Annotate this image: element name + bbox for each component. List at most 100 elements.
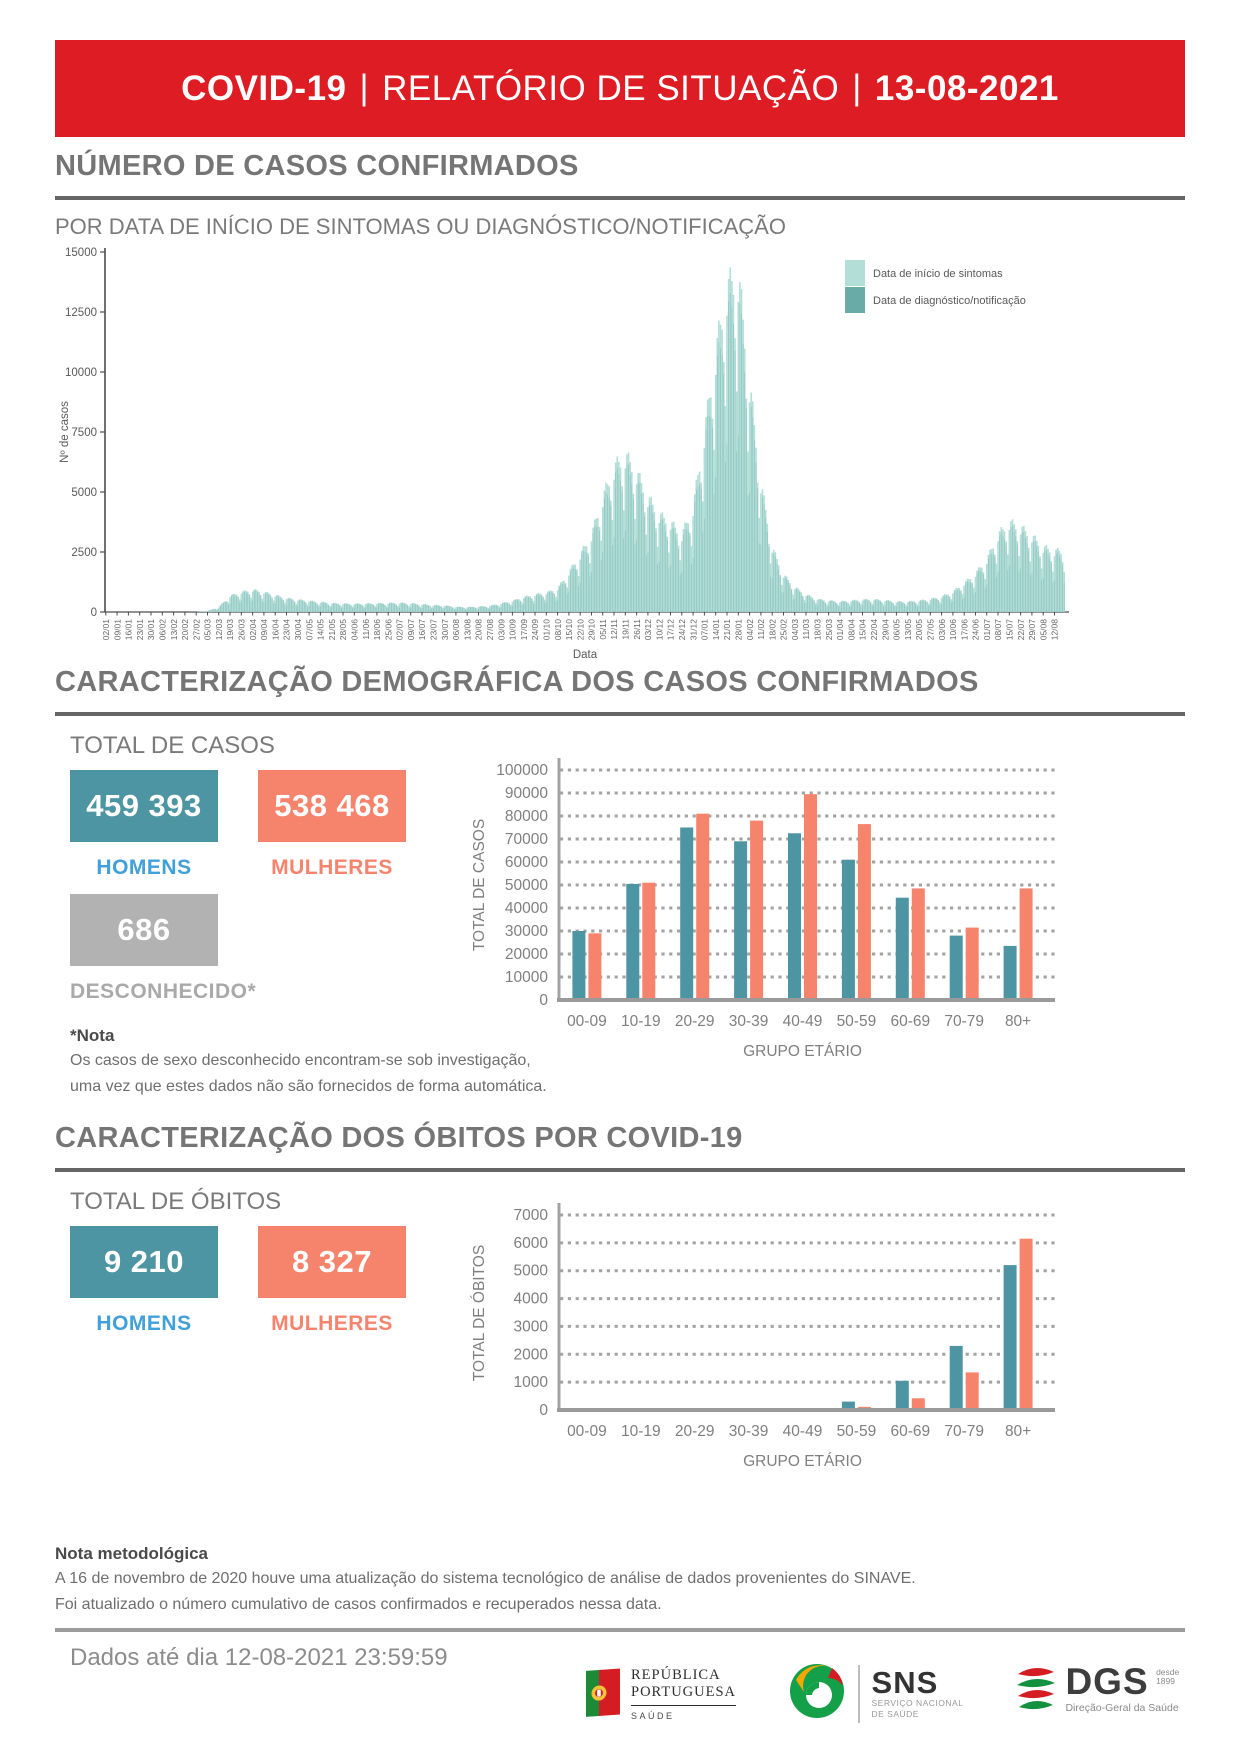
svg-text:22/04: 22/04 (869, 619, 879, 641)
svg-text:28/01: 28/01 (734, 619, 744, 641)
svg-text:00-09: 00-09 (567, 1423, 607, 1440)
svg-text:10-19: 10-19 (621, 1013, 661, 1030)
svg-text:6000: 6000 (514, 1235, 549, 1252)
sex-unknown-note-line-2: uma vez que estes dados não são fornecid… (70, 1078, 547, 1095)
section-title-deaths: CARACTERIZAÇÃO DOS ÓBITOS POR COVID-19 (55, 1122, 743, 1154)
svg-text:03/09: 03/09 (496, 619, 506, 641)
svg-text:26/03: 26/03 (237, 619, 247, 641)
svg-text:14/01: 14/01 (711, 619, 721, 641)
sns-logo-divider (858, 1664, 860, 1723)
republica-logo-line-1: REPÚBLICA (631, 1666, 721, 1683)
svg-text:20/05: 20/05 (914, 619, 924, 641)
total-cases-label: TOTAL DE CASOS (70, 732, 275, 759)
sex-unknown-note-line-1: Os casos de sexo desconhecido encontram-… (70, 1052, 531, 1069)
svg-text:40000: 40000 (505, 900, 548, 917)
deaths-women-box: 8 327 (258, 1226, 406, 1298)
cases-women-box: 538 468 (258, 770, 406, 842)
republica-logo-saude: SAÚDE (631, 1710, 675, 1721)
svg-text:10000: 10000 (65, 367, 97, 379)
header-report-date: 13-08-2021 (874, 68, 1059, 108)
deaths-women-caption: MULHERES (271, 1312, 393, 1335)
svg-text:28/05: 28/05 (338, 619, 348, 641)
svg-text:27/08: 27/08 (485, 619, 495, 641)
svg-text:02/07: 02/07 (395, 619, 405, 641)
dgs-logo: DGS desde 1899 Direção-Geral da Saúde (1015, 1661, 1179, 1722)
svg-text:27/05: 27/05 (926, 619, 936, 641)
svg-text:15/04: 15/04 (858, 619, 868, 641)
svg-text:10-19: 10-19 (621, 1423, 661, 1440)
svg-text:06/08: 06/08 (451, 619, 461, 641)
deaths-men-value: 9 210 (103, 1244, 185, 1279)
timeseries-chart-title: POR DATA DE INÍCIO DE SINTOMAS OU DIAGNÓ… (55, 214, 786, 239)
svg-text:11/06: 11/06 (361, 619, 371, 640)
cases-men-value: 459 393 (86, 788, 202, 823)
svg-text:10000: 10000 (505, 969, 548, 986)
svg-text:22/10: 22/10 (575, 619, 585, 641)
deaths-men-box: 9 210 (70, 1226, 218, 1298)
header-report-title: RELATÓRIO DE SITUAÇÃO (382, 68, 840, 108)
svg-text:05/08: 05/08 (1038, 619, 1048, 641)
data-cutoff-text: Dados até dia 12-08-2021 23:59:59 (70, 1644, 448, 1671)
method-note-title: Nota metodológica (55, 1544, 209, 1563)
svg-text:15/07: 15/07 (1005, 619, 1015, 641)
svg-text:80000: 80000 (505, 808, 548, 825)
svg-text:17/06: 17/06 (959, 619, 969, 641)
svg-text:05/11: 05/11 (598, 619, 608, 640)
svg-text:21/01: 21/01 (722, 619, 732, 641)
svg-text:2500: 2500 (71, 547, 97, 559)
svg-text:06/05: 06/05 (892, 619, 902, 641)
svg-text:12/08: 12/08 (1050, 619, 1060, 641)
svg-text:1000: 1000 (514, 1374, 549, 1391)
cases-women-value: 538 468 (274, 788, 390, 823)
timeseries-chart: 0 2500 5000 7500 10000 12500 15000 02/01 09/01 16… (55, 240, 1185, 665)
header-separator-2: | (852, 67, 862, 107)
section-divider-1 (55, 196, 1185, 200)
republica-logo-line-2: PORTUGUESA (631, 1683, 737, 1700)
svg-text:01/07: 01/07 (982, 619, 992, 641)
svg-text:24/12: 24/12 (677, 619, 687, 641)
sns-logo: SNS SERVIÇO NACIONAL DE SAÚDE (788, 1662, 963, 1725)
svg-text:05/03: 05/03 (203, 619, 213, 641)
svg-text:50-59: 50-59 (837, 1423, 877, 1440)
svg-text:5000: 5000 (71, 487, 97, 499)
svg-text:7500: 7500 (71, 427, 97, 439)
svg-text:20-29: 20-29 (675, 1013, 715, 1030)
svg-text:29/04: 29/04 (880, 619, 890, 641)
svg-text:80+: 80+ (1005, 1423, 1031, 1440)
svg-text:70-79: 70-79 (944, 1013, 984, 1030)
svg-text:20/02: 20/02 (180, 619, 190, 641)
svg-text:16/07: 16/07 (417, 619, 427, 641)
svg-text:50-59: 50-59 (837, 1013, 877, 1030)
svg-text:31/12: 31/12 (688, 619, 698, 641)
svg-text:04/03: 04/03 (790, 619, 800, 641)
svg-text:26/11: 26/11 (632, 619, 642, 640)
cases-unknown-caption: DESCONHECIDO* (70, 980, 257, 1003)
svg-text:09/07: 09/07 (406, 619, 416, 641)
svg-text:27/02: 27/02 (191, 619, 201, 641)
svg-text:12500: 12500 (65, 307, 97, 319)
svg-text:01/04: 01/04 (835, 619, 845, 641)
svg-text:TOTAL DE ÓBITOS: TOTAL DE ÓBITOS (471, 1245, 488, 1381)
svg-text:12/03: 12/03 (214, 619, 224, 641)
svg-text:16/04: 16/04 (270, 619, 280, 641)
svg-text:07/01: 07/01 (700, 619, 710, 641)
dgs-logo-subtitle: Direção-Geral da Saúde (1065, 1702, 1179, 1714)
cases-men-box: 459 393 (70, 770, 218, 842)
svg-text:30-39: 30-39 (729, 1423, 769, 1440)
header-app-title: COVID-19 (181, 68, 347, 108)
svg-text:20/08: 20/08 (474, 619, 484, 641)
svg-text:20000: 20000 (505, 946, 548, 963)
deaths-men-caption: HOMENS (96, 1312, 192, 1335)
sns-logo-text: SNS (871, 1664, 939, 1700)
svg-text:4000: 4000 (514, 1291, 549, 1308)
svg-text:02/04: 02/04 (248, 619, 258, 641)
svg-text:14/05: 14/05 (316, 619, 326, 641)
dgs-logo-text: DGS (1065, 1661, 1149, 1702)
cases-by-age-chart: 0 10000 20000 30000 40000 50000 60000 70000 8000… (460, 735, 1120, 1070)
svg-text:100000: 100000 (496, 762, 548, 779)
svg-text:20-29: 20-29 (675, 1423, 715, 1440)
portuguese-flag-icon (585, 1665, 621, 1722)
svg-text:09/01: 09/01 (112, 619, 122, 641)
svg-text:17/12: 17/12 (666, 619, 676, 641)
svg-text:Data de início de sintomas: Data de início de sintomas (873, 268, 1003, 280)
